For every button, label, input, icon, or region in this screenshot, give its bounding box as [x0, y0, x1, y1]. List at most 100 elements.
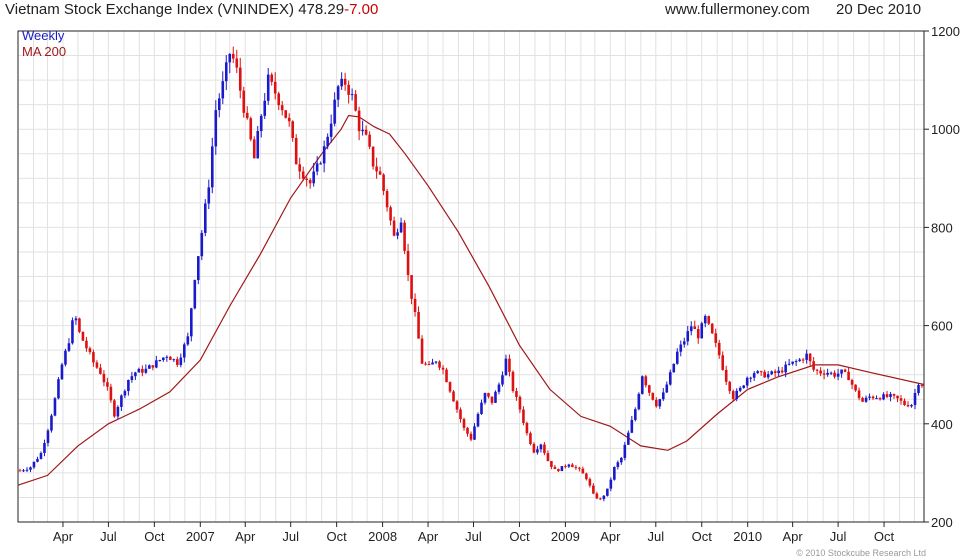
candle [378, 166, 382, 176]
candle-body [717, 342, 721, 356]
x-tick-label: 2009 [551, 529, 580, 544]
x-tick-label: Apr [418, 529, 439, 544]
candle [424, 361, 427, 366]
candle [710, 322, 714, 334]
candle [731, 389, 735, 401]
candle [294, 134, 298, 165]
x-tick-label: Apr [600, 529, 621, 544]
candle [235, 49, 239, 74]
candle [696, 325, 700, 344]
candle-body [452, 391, 455, 402]
plot-frame [17, 30, 925, 523]
candle-body [661, 392, 665, 400]
candle [280, 100, 284, 116]
candle-body [95, 362, 99, 368]
chart-title: Vietnam Stock Exchange Index (VNINDEX) 4… [5, 1, 378, 18]
candle-body [399, 222, 403, 233]
candle-body [581, 468, 585, 474]
candle [127, 379, 130, 396]
candle-body [875, 398, 878, 400]
candle-body [592, 485, 595, 494]
candle-body [186, 336, 190, 345]
candle-body [529, 433, 532, 445]
candle [368, 131, 371, 150]
candle [193, 279, 197, 310]
candle-body [375, 166, 378, 172]
candle [116, 405, 120, 420]
candle [81, 331, 85, 341]
candle-body [427, 364, 431, 366]
candle [546, 450, 550, 462]
candle [183, 342, 186, 363]
candle [214, 100, 218, 155]
candle [592, 483, 595, 495]
candle [245, 106, 249, 120]
candle [231, 46, 235, 63]
candle-body [620, 457, 623, 463]
candle [511, 370, 515, 393]
candle-body [455, 401, 459, 410]
site-url[interactable]: www.fullermoney.com [665, 1, 810, 18]
candle-body [165, 356, 169, 358]
candle [18, 468, 22, 472]
candle-body [508, 358, 511, 372]
candle-body [46, 430, 50, 444]
candle-body [871, 396, 875, 399]
candle [504, 354, 508, 376]
candle [567, 463, 571, 469]
candle [312, 163, 315, 187]
candle-body [903, 400, 906, 405]
candle-body [543, 444, 546, 454]
candle [123, 389, 127, 399]
candle-body [71, 320, 74, 344]
candle-body [728, 381, 732, 392]
candle [815, 368, 819, 375]
candle [406, 243, 410, 282]
candle-body [36, 458, 39, 462]
candle-body [731, 391, 735, 399]
candle-body [878, 398, 882, 400]
candle-body [773, 371, 777, 374]
candle-body [378, 171, 382, 175]
candle-body [291, 121, 294, 138]
candle [284, 110, 288, 119]
candle [623, 441, 627, 461]
candle [543, 442, 546, 456]
candle [812, 357, 815, 372]
candle [588, 477, 592, 488]
candle-body [193, 280, 197, 309]
candle-body [298, 164, 301, 172]
candle [29, 466, 32, 473]
y-tick-label: 400 [931, 417, 953, 432]
candle-body [354, 94, 357, 111]
x-tick-label: Jul [465, 529, 482, 544]
candle-body [606, 488, 609, 496]
candle-body [231, 53, 235, 59]
candle-body [179, 357, 183, 365]
candle [843, 368, 847, 373]
candle [798, 357, 801, 362]
candle-body [200, 232, 204, 257]
candle-body [637, 393, 641, 410]
candle [357, 106, 361, 141]
candle-body [102, 373, 106, 383]
candle-body [679, 344, 683, 352]
candle [336, 84, 340, 108]
candle-body [109, 386, 113, 401]
candle [249, 116, 253, 142]
candle [305, 176, 308, 187]
candle-body [571, 464, 574, 468]
candle [913, 388, 917, 410]
candle-body [815, 369, 819, 371]
candle-body [22, 470, 25, 472]
candle-body [738, 387, 742, 391]
candle-body [158, 360, 162, 362]
candle-body [539, 444, 543, 450]
candle-body [819, 370, 822, 374]
candle [46, 428, 50, 447]
candle-body [595, 493, 599, 499]
candle-body [658, 399, 662, 407]
candle-body [130, 376, 134, 380]
x-tick-label: Apr [783, 529, 804, 544]
